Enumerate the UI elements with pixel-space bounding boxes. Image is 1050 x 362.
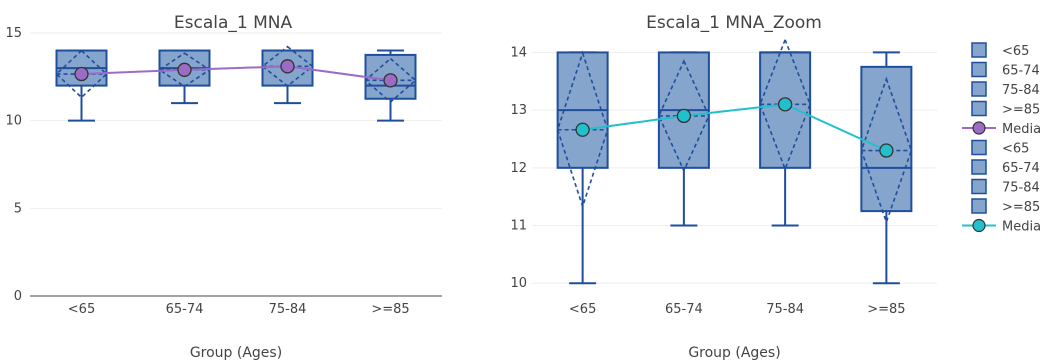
y-tick-label: 10 (5, 114, 22, 129)
legend-item: <65 (971, 139, 1029, 157)
x-tick-label: 75-84 (766, 302, 804, 317)
legend-box-swatch (971, 159, 987, 175)
y-tick-label: 0 (14, 289, 22, 304)
x-tick-label: 75-84 (269, 302, 307, 317)
mean-point (676, 108, 692, 124)
legend-label: <65 (1002, 44, 1029, 59)
x-axis-label: Group (Ages) (688, 345, 780, 361)
mean-point (777, 97, 793, 112)
x-tick-label: >=85 (371, 302, 409, 317)
y-tick-label: 10 (510, 276, 527, 291)
x-tick-label: <65 (68, 302, 95, 317)
legend-box-swatch (971, 100, 987, 117)
mean-line (582, 103, 887, 152)
sd-diamond (364, 57, 417, 104)
legend-item: 75-84 (971, 178, 1040, 196)
legend-box-swatch (971, 198, 987, 214)
box-1 (657, 51, 710, 227)
sd-diamond (261, 45, 314, 87)
y-tick-label: 13 (510, 103, 527, 118)
chart-title: Escala_1 MNA_Zoom (646, 13, 822, 33)
y-tick-label: 5 (14, 201, 22, 216)
sd-diamond (860, 76, 913, 225)
sd-diamond (55, 49, 108, 99)
legend-label: Media (1002, 220, 1041, 235)
legend-box-swatch (971, 178, 987, 195)
legend-item: <65 (971, 42, 1029, 59)
mean-line (81, 65, 391, 82)
x-tick-label: <65 (569, 302, 596, 317)
mean-point (74, 66, 89, 82)
box-2 (261, 45, 314, 105)
mean-point (879, 143, 894, 158)
mean-point (575, 122, 590, 137)
legend-item: 75-84 (971, 81, 1040, 98)
legend-label: Media (1002, 122, 1041, 137)
legend-item: Media (962, 121, 1041, 137)
x-axis-label: Group (Ages) (190, 345, 282, 361)
legend-item: 65-74 (971, 61, 1040, 79)
box-0 (556, 50, 609, 285)
box-3 (860, 51, 913, 285)
x-tick-label: >=85 (867, 302, 905, 317)
mean-point (383, 73, 398, 88)
chart-panel-main: Escala_1 MNA 0 5 10 15 <65 65-74 75-84 >=85 Group… (5, 13, 442, 361)
legend-item: >=85 (971, 198, 1040, 215)
y-tick-label: 15 (5, 26, 22, 41)
box-2 (759, 37, 812, 227)
legend-label: 75-84 (1002, 181, 1040, 196)
y-tick-label: 14 (510, 45, 527, 60)
box-iqr (364, 53, 417, 100)
sd-diamond (556, 50, 609, 210)
box-3 (364, 49, 417, 122)
legend-label: 65-74 (1002, 161, 1040, 176)
legend-marker-swatch (972, 218, 986, 233)
legend-box-swatch (971, 81, 987, 97)
legend-marker-swatch (972, 121, 986, 135)
legend-label: <65 (1002, 142, 1029, 157)
legend-label: 75-84 (1002, 83, 1040, 98)
legend-box-swatch (971, 61, 987, 78)
legend-label: >=85 (1002, 200, 1040, 215)
sd-diamond (158, 52, 211, 88)
x-tick-label: 65-74 (665, 302, 703, 317)
box-iqr (860, 65, 913, 213)
x-tick-label: 65-74 (166, 302, 204, 317)
legend-item: Media (962, 218, 1041, 235)
chart-title: Escala_1 MNA (174, 13, 293, 33)
legend-label: 65-74 (1002, 64, 1040, 79)
y-tick-label: 12 (510, 161, 527, 176)
legend-item: 65-74 (971, 159, 1040, 176)
legend-label: >=85 (1002, 103, 1040, 118)
legend-item: >=85 (971, 100, 1040, 118)
legend: <65 65-74 75-84 >=85 Media <65 65-74 75-84 >=85 M… (962, 42, 1041, 235)
legend-box-swatch (971, 139, 987, 156)
box-0 (55, 49, 108, 122)
mean-point (177, 62, 192, 77)
chart-panel-zoom: Escala_1 MNA_Zoom 10 11 12 13 14 <65 65-74 75-84… (510, 13, 937, 361)
sd-diamond (657, 59, 710, 173)
y-tick-label: 11 (510, 219, 527, 234)
mean-point (280, 59, 295, 74)
legend-box-swatch (971, 42, 987, 58)
